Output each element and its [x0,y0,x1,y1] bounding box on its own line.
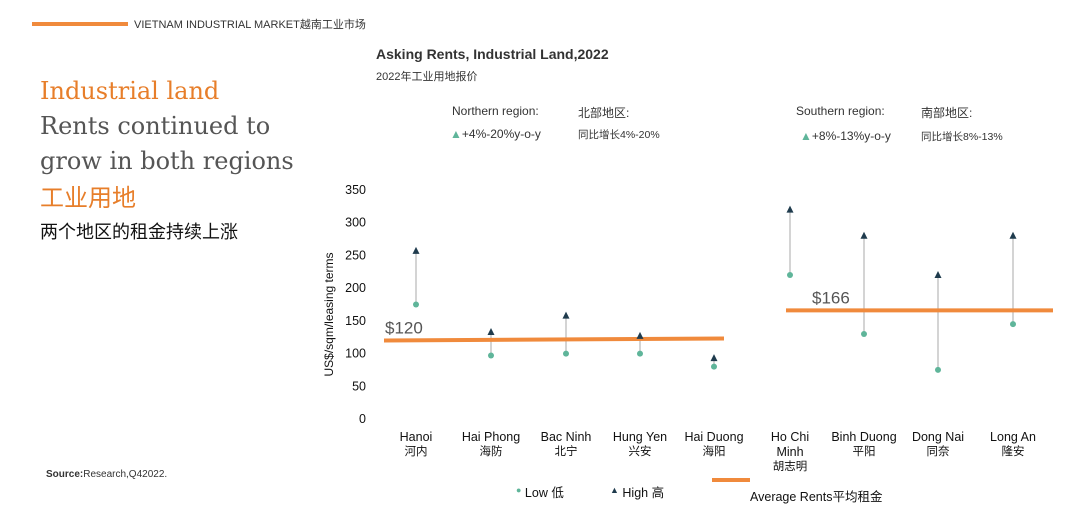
y-tick-label: 0 [359,412,366,426]
low-point [637,350,643,357]
category-label: Hai Phong 海防 [446,430,536,460]
category-label-zh: 海阳 [702,446,726,458]
source-note: Source:Research,Q42022. [46,469,167,480]
category-label-zh: 平阳 [852,446,876,458]
category-label: Hung Yen 兴安 [595,430,685,460]
south-change-text: +8%-13%y-o-y [811,129,891,143]
high-point [860,231,868,239]
headline-accent: Industrial land [40,77,220,105]
category-label: Binh Duong 平阳 [819,430,909,460]
y-tick-label: 150 [345,314,366,328]
high-point [710,354,718,362]
north-region-label: Northern region: [452,104,539,118]
category-label: Hai Duong 海阳 [669,430,759,460]
legend-high: ▲ High 高 [610,482,664,501]
legend-high-label: High 高 [622,486,665,500]
north-region-label-zh: 北部地区: [578,106,630,120]
north-change-text: +4%-20%y-o-y [461,127,541,141]
category-label-en: Hai Phong [461,430,521,444]
low-point [861,330,867,337]
y-tick-label: 250 [345,248,366,262]
low-point [711,363,717,370]
high-point [562,311,570,319]
y-tick-label: 100 [345,347,366,361]
y-tick-label: 300 [345,216,366,230]
category-label: Bac Ninh 北宁 [521,430,611,460]
north-region-change: ▲+4%-20%y-o-y [450,127,541,141]
category-label-zh: 胡志明 [772,461,808,473]
category-label: Long An 隆安 [968,430,1058,460]
category-label-en: Binh Duong [831,430,897,444]
high-point [1009,231,1017,239]
category-label-en: Hung Yen [612,430,668,444]
legend-low: ● Low 低 [516,482,564,501]
header-label: VIETNAM INDUSTRIAL MARKET越南工业市场 [134,19,366,31]
high-point [786,205,794,213]
average-line-icon [712,478,750,482]
south-region-change: ▲+8%-13%y-o-y [800,129,891,143]
legend-average-label: Average Rents平均租金 [750,490,883,504]
headline-line-3: grow in both regions [40,147,294,175]
category-label-zh: 同奈 [926,446,950,458]
high-point [636,331,644,339]
category-label-en: Ho Chi Minh [770,430,810,459]
category-label-en: Hanoi [399,430,433,444]
south-region-change-zh: 同比增长8%-13% [921,131,1003,143]
up-triangle-icon: ▲ [800,129,812,143]
low-point [1010,321,1016,328]
north-region-change-zh: 同比增长4%-20% [578,129,660,141]
headline-zh-accent: 工业用地 [40,185,136,212]
low-dot-icon: ● [516,485,522,495]
category-label-zh: 海防 [479,446,503,458]
high-point [934,271,942,279]
category-label: Dong Nai 同奈 [893,430,983,460]
category-label: Hanoi 河内 [371,430,461,460]
south-region-label-zh: 南部地区: [921,106,973,120]
y-axis-label: US$/sqm/leasing terms [322,252,336,376]
average-line [383,336,725,343]
low-point [413,301,419,308]
y-tick-label: 350 [345,183,366,197]
category-label-zh: 隆安 [1001,446,1025,458]
category-label: Ho Chi Minh 胡志明 [745,430,835,475]
category-label-zh: 兴安 [628,446,652,458]
source-label: Source: [46,469,84,480]
chart-subtitle: 2022年工业用地报价 [376,71,478,83]
low-point [787,272,793,279]
chart-title: Asking Rents, Industrial Land,2022 [376,46,609,62]
average-label: $120 [385,318,423,337]
category-label-zh: 河内 [404,446,428,458]
category-label-zh: 北宁 [554,446,578,458]
category-label-en: Long An [990,430,1036,444]
header-accent-bar [32,22,128,26]
average-label: $166 [812,288,850,307]
low-point [488,352,494,359]
low-point [563,350,569,357]
category-label-en: Bac Ninh [540,430,592,444]
headline-zh-line: 两个地区的租金持续上涨 [40,222,238,242]
category-label-en: Hai Duong [684,430,744,444]
source-text: Research,Q42022. [83,469,168,480]
high-point [412,246,420,254]
low-point [935,366,941,373]
y-tick-label: 200 [345,281,366,295]
high-triangle-icon: ▲ [610,485,619,495]
headline-line-2: Rents continued to [40,112,271,140]
legend-average: Average Rents平均租金 [712,478,882,505]
up-triangle-icon: ▲ [450,127,462,141]
y-tick-label: 50 [352,379,366,393]
category-label-en: Dong Nai [911,430,965,444]
south-region-label: Southern region: [796,104,885,118]
headline: Industrial land Rents continued to grow … [40,74,294,179]
legend-low-label: Low 低 [524,486,564,500]
high-point [487,327,495,335]
